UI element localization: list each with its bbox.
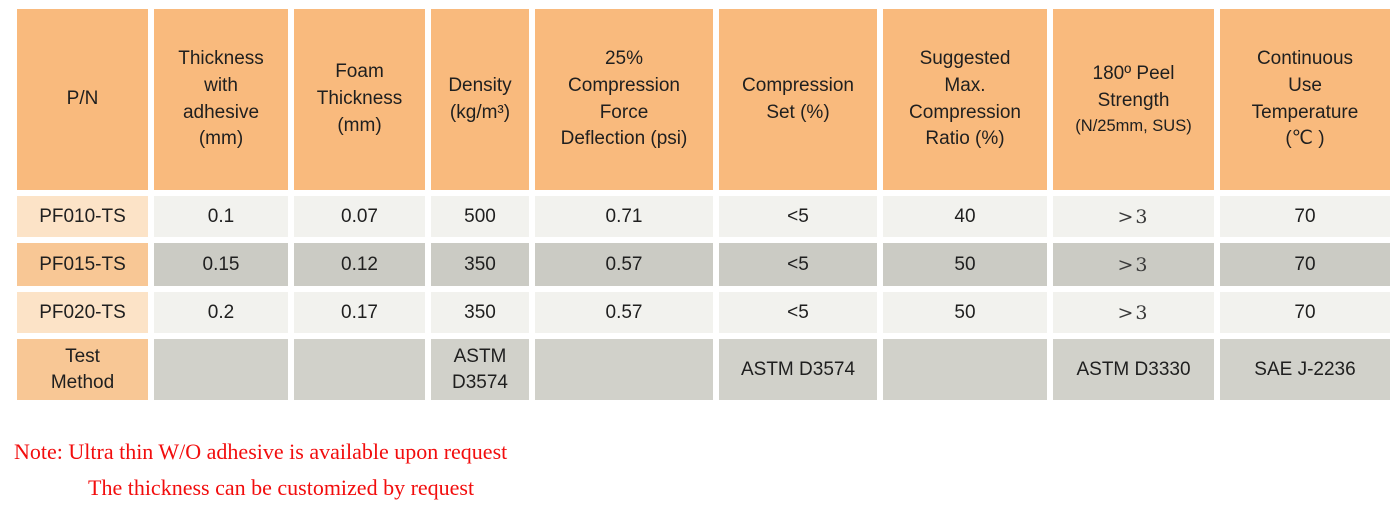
test-method-cell: [154, 339, 288, 400]
test-method-cell: [883, 339, 1047, 400]
col-header-pn: P/N: [17, 9, 148, 190]
col-header-continuous-use-temperature: Continuous Use Temperature (℃ ): [1220, 9, 1390, 190]
value-cell: <5: [719, 292, 877, 333]
value-cell: 350: [431, 243, 529, 286]
test-method-cell: [294, 339, 425, 400]
table-row-pf010: PF010-TS 0.1 0.07 500 0.71 <5 40 >3 70: [17, 196, 1390, 237]
value-cell: 70: [1220, 243, 1390, 286]
value-cell: 0.57: [535, 243, 713, 286]
value-cell: <5: [719, 196, 877, 237]
pn-cell: PF020-TS: [17, 292, 148, 333]
col-header-peel-strength: 180º Peel Strength (N/25mm, SUS): [1053, 9, 1214, 190]
test-method-cell: SAE J-2236: [1220, 339, 1390, 400]
test-method-cell: [535, 339, 713, 400]
footnote-line-1: Note: Ultra thin W/O adhesive is availab…: [14, 439, 508, 464]
value-cell: 0.17: [294, 292, 425, 333]
value-cell: 500: [431, 196, 529, 237]
value-cell: 0.1: [154, 196, 288, 237]
value-cell: 0.57: [535, 292, 713, 333]
value-cell: 0.2: [154, 292, 288, 333]
col-header-foam-thickness: Foam Thickness (mm): [294, 9, 425, 190]
test-method-label-cell: Test Method: [17, 339, 148, 400]
value-cell: 0.15: [154, 243, 288, 286]
test-method-row: Test Method ASTM D3574 ASTM D3574 ASTM D…: [17, 339, 1390, 400]
value-cell: 0.71: [535, 196, 713, 237]
col-header-compression-force-deflection: 25% Compression Force Deflection (psi): [535, 9, 713, 190]
test-method-cell: ASTM D3574: [431, 339, 529, 400]
header-row: P/N Thickness with adhesive (mm) Foam Th…: [17, 9, 1390, 190]
value-cell: 50: [883, 243, 1047, 286]
table-row-pf015: PF015-TS 0.15 0.12 350 0.57 <5 50 >3 70: [17, 243, 1390, 286]
pn-cell: PF010-TS: [17, 196, 148, 237]
footnote: Note: Ultra thin W/O adhesive is availab…: [14, 434, 1396, 507]
value-cell: <5: [719, 243, 877, 286]
value-cell: 70: [1220, 292, 1390, 333]
test-method-cell: ASTM D3330: [1053, 339, 1214, 400]
col-header-density: Density (kg/m³): [431, 9, 529, 190]
test-method-cell: ASTM D3574: [719, 339, 877, 400]
value-cell: >3: [1053, 243, 1214, 286]
col-header-compression-set: Compression Set (%): [719, 9, 877, 190]
value-cell: >3: [1053, 292, 1214, 333]
value-cell: 0.07: [294, 196, 425, 237]
value-cell: 350: [431, 292, 529, 333]
spec-table: P/N Thickness with adhesive (mm) Foam Th…: [11, 3, 1396, 406]
col-header-suggested-max-compression-ratio: Suggested Max. Compression Ratio (%): [883, 9, 1047, 190]
table-row-pf020: PF020-TS 0.2 0.17 350 0.57 <5 50 >3 70: [17, 292, 1390, 333]
value-cell: 70: [1220, 196, 1390, 237]
value-cell: 0.12: [294, 243, 425, 286]
peel-strength-header-sub: (N/25mm, SUS): [1075, 117, 1192, 136]
peel-strength-header-main: 180º Peel Strength: [1092, 63, 1175, 112]
col-header-thickness-with-adhesive: Thickness with adhesive (mm): [154, 9, 288, 190]
value-cell: >3: [1053, 196, 1214, 237]
footnote-line-2: The thickness can be customized by reque…: [88, 475, 475, 501]
value-cell: 40: [883, 196, 1047, 237]
value-cell: 50: [883, 292, 1047, 333]
pn-cell: PF015-TS: [17, 243, 148, 286]
